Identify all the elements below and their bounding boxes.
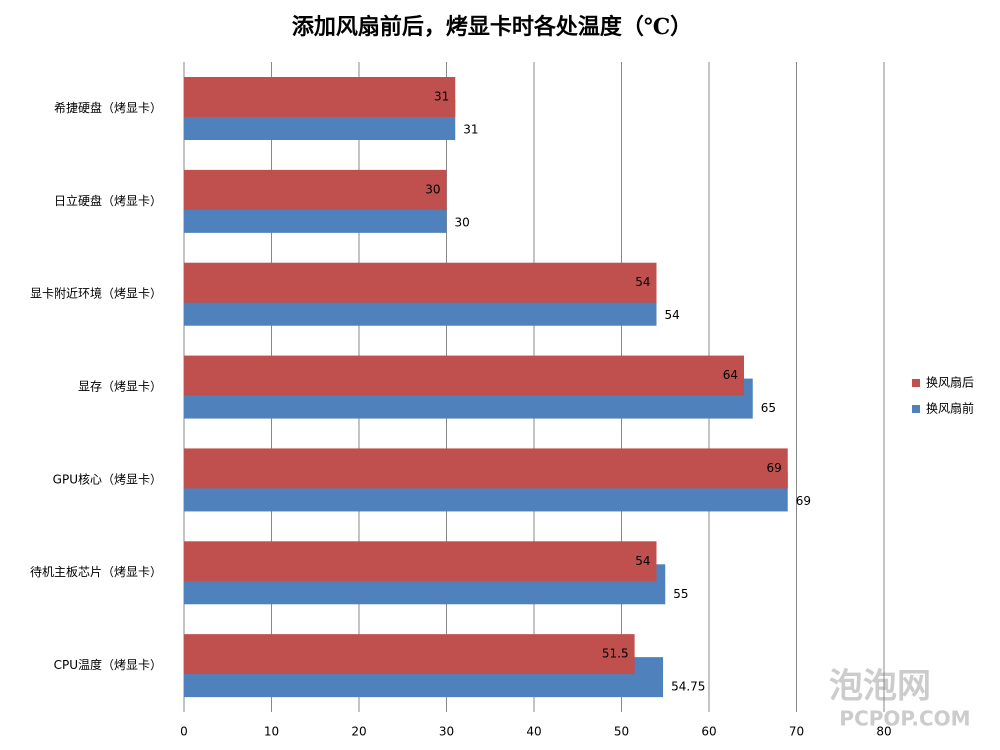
y-tick-label: 待机主板芯片（烤显卡） [30, 564, 162, 579]
y-tick-label: GPU核心（烤显卡） [53, 471, 162, 486]
watermark: PCPOP.COM [839, 707, 970, 731]
x-tick-label: 80 [876, 725, 891, 739]
x-tick-label: 70 [789, 725, 804, 739]
x-tick-label: 20 [351, 725, 366, 739]
x-tick-label: 50 [614, 725, 629, 739]
legend-label: 换风扇前 [926, 401, 974, 416]
x-tick-label: 0 [180, 725, 188, 739]
x-tick-label: 60 [701, 725, 716, 739]
x-tick-label: 40 [526, 725, 541, 739]
data-label: 69 [796, 494, 811, 508]
data-label: 64 [723, 368, 738, 382]
data-label: 30 [425, 182, 440, 196]
x-tick-label: 30 [439, 725, 454, 739]
data-label: 69 [766, 461, 781, 475]
data-label: 31 [463, 123, 478, 137]
bar [184, 169, 447, 210]
bar [184, 355, 744, 396]
data-label: 54 [635, 554, 650, 568]
y-tick-label: 希捷硬盘（烤显卡） [54, 100, 162, 115]
y-tick-label: 显卡附近环境（烤显卡） [30, 286, 162, 301]
chart-title: 添加风扇前后，烤显卡时各处温度（℃） [292, 14, 692, 40]
data-label: 31 [434, 90, 449, 104]
legend-swatch [912, 405, 920, 413]
data-label: 54 [665, 308, 680, 322]
y-tick-label: 显存（烤显卡） [78, 379, 162, 394]
bar [184, 541, 657, 582]
y-tick-label: CPU温度（烤显卡） [54, 657, 162, 672]
legend-label: 换风扇后 [926, 375, 974, 390]
bar [184, 634, 635, 675]
data-label: 54 [635, 275, 650, 289]
x-tick-label: 10 [264, 725, 279, 739]
bar [184, 262, 657, 303]
watermark: 泡泡网 [829, 667, 931, 707]
y-tick-label: 日立硬盘（烤显卡） [54, 193, 162, 208]
data-label: 65 [761, 401, 776, 415]
data-label: 54.75 [671, 680, 705, 694]
legend-swatch [912, 379, 920, 387]
bar [184, 448, 788, 489]
bar [184, 77, 456, 117]
data-label: 55 [673, 587, 688, 601]
data-label: 30 [455, 215, 470, 229]
data-label: 51.5 [602, 647, 629, 661]
